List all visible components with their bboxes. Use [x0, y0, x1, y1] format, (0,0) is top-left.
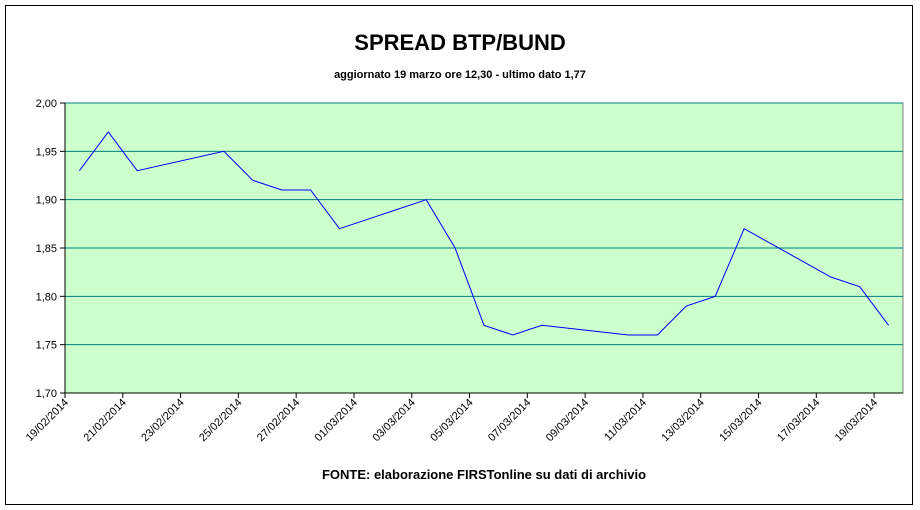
- y-tick-label: 1,85: [36, 243, 57, 255]
- source-note: FONTE: elaborazione FIRSTonline su dati …: [322, 467, 646, 482]
- data-line: [78, 131, 890, 336]
- chart-subtitle: aggiornato 19 marzo ore 12,30 - ultimo d…: [334, 69, 586, 81]
- y-tick-label: 2,00: [36, 98, 57, 110]
- y-tick-label: 1,80: [36, 291, 57, 303]
- chart-title: SPREAD BTP/BUND: [354, 30, 565, 55]
- y-tick-label: 1,75: [36, 340, 57, 352]
- y-tick-label: 1,70: [36, 388, 57, 400]
- y-tick-label: 1,90: [36, 195, 57, 207]
- y-tick-label: 1,95: [36, 146, 57, 158]
